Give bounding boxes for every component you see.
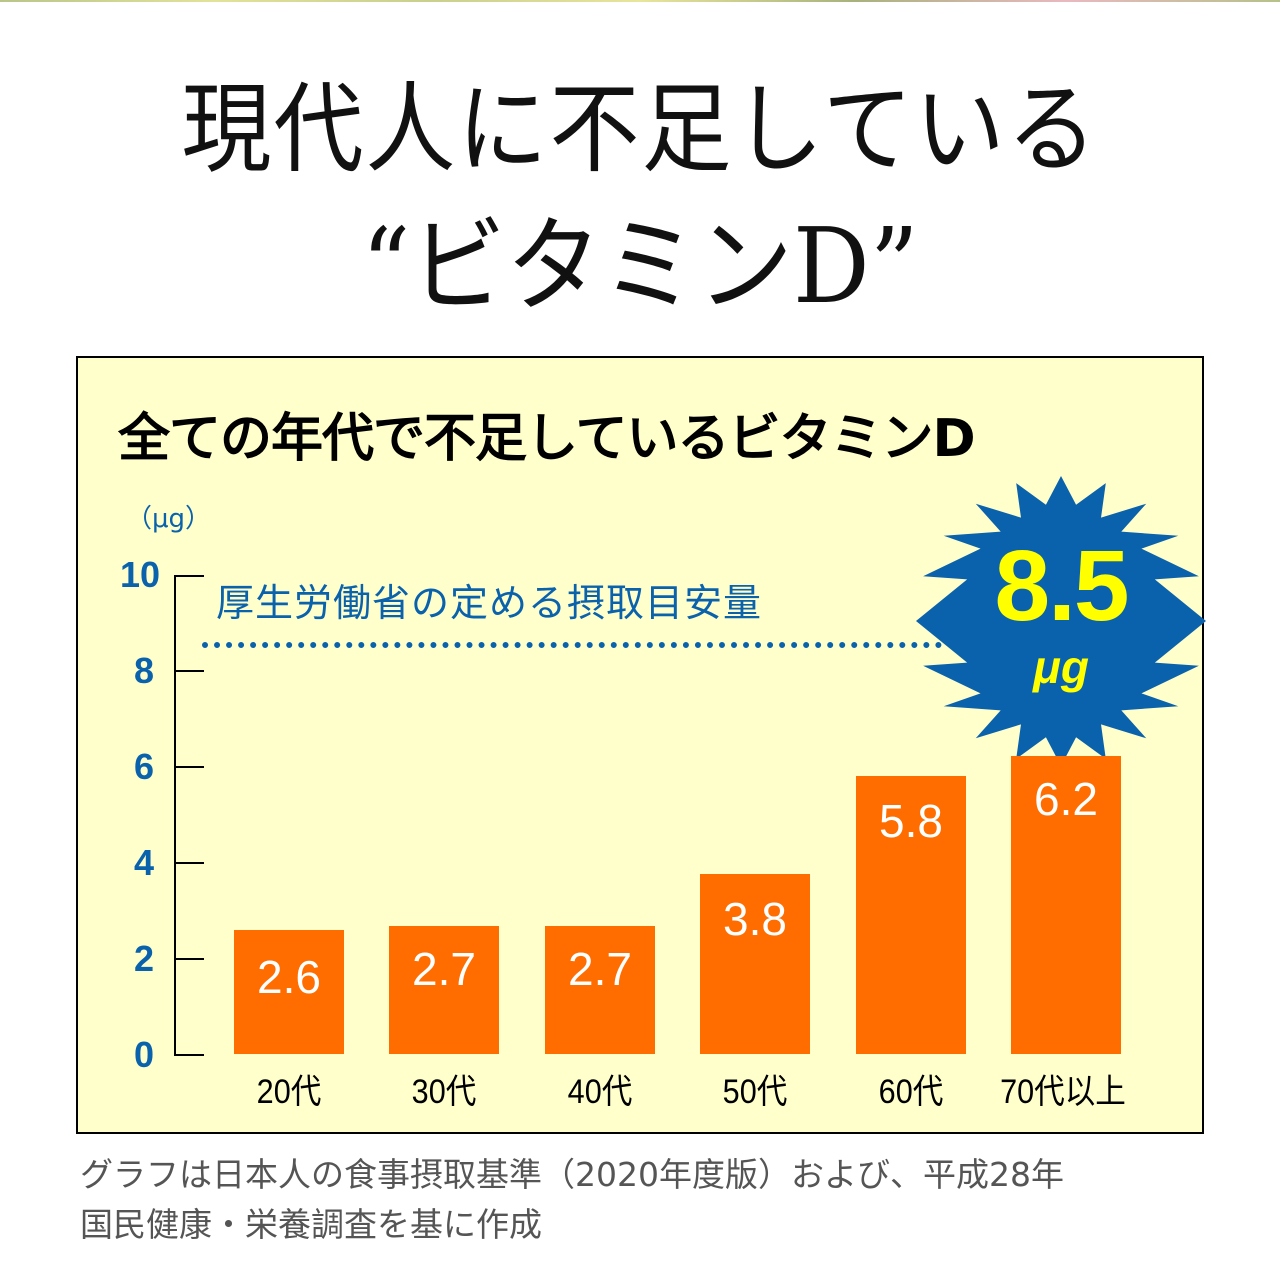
y-tick-label: 6 bbox=[133, 746, 154, 787]
bar-30s bbox=[389, 926, 499, 1054]
bar-value-label: 2.7 bbox=[412, 943, 476, 995]
chart-panel: 全ての年代で不足しているビタミンD （μg） 0 2 4 6 8 10 厚生労働… bbox=[76, 356, 1206, 1134]
y-axis-unit: （μg） bbox=[126, 504, 212, 534]
y-tick-10 bbox=[174, 575, 204, 577]
chart-title: 全ての年代で不足しているビタミンD bbox=[118, 409, 976, 469]
y-tick-label: 10 bbox=[119, 554, 160, 595]
y-tick-0 bbox=[174, 1054, 204, 1056]
source-footnote: グラフは日本人の食事摂取基準（2020年度版）および、平成28年 国民健康・栄養… bbox=[80, 1150, 1220, 1250]
badge-unit: μg bbox=[1033, 641, 1089, 693]
bar-20s bbox=[234, 930, 344, 1054]
x-category-label: 70代以上 bbox=[1000, 1073, 1126, 1111]
bar-value-label: 2.7 bbox=[568, 943, 632, 995]
y-axis-line bbox=[174, 575, 176, 1056]
headline-line-2: “ビタミンD” bbox=[361, 205, 919, 327]
y-tick-2 bbox=[174, 958, 204, 960]
bar-value-label: 3.8 bbox=[723, 893, 787, 945]
starburst-badge-icon bbox=[916, 476, 1206, 766]
bar-70s-plus bbox=[1011, 756, 1121, 1054]
y-tick-label: 2 bbox=[133, 938, 154, 979]
bar-value-label: 6.2 bbox=[1034, 773, 1098, 825]
reference-line-label: 厚生労働省の定める摂取目安量 bbox=[216, 581, 763, 625]
bar-50s bbox=[700, 874, 810, 1054]
y-tick-8 bbox=[174, 670, 204, 672]
bar-value-label: 2.6 bbox=[257, 951, 321, 1003]
badge-value: 8.5 bbox=[994, 530, 1129, 642]
bar-60s bbox=[856, 776, 966, 1054]
footnote-line-1: グラフは日本人の食事摂取基準（2020年度版）および、平成28年 bbox=[80, 1155, 1064, 1194]
x-category-label: 40代 bbox=[567, 1073, 633, 1111]
bar-value-label: 5.8 bbox=[879, 795, 943, 847]
x-category-label: 60代 bbox=[878, 1073, 944, 1111]
headline-line-1: 現代人に不足している bbox=[181, 73, 1099, 187]
x-category-label: 20代 bbox=[256, 1073, 322, 1111]
y-tick-6 bbox=[174, 766, 204, 768]
y-tick-label: 8 bbox=[133, 650, 154, 691]
reference-line-dotted bbox=[202, 642, 942, 648]
footnote-line-2: 国民健康・栄養調査を基に作成 bbox=[80, 1205, 542, 1244]
x-category-label: 50代 bbox=[722, 1073, 788, 1111]
y-tick-4 bbox=[174, 862, 204, 864]
x-category-label: 30代 bbox=[411, 1073, 477, 1111]
y-tick-label: 4 bbox=[133, 842, 154, 883]
y-tick-label: 0 bbox=[133, 1034, 154, 1075]
bar-40s bbox=[545, 926, 655, 1054]
decorative-top-strip bbox=[0, 0, 1280, 2]
